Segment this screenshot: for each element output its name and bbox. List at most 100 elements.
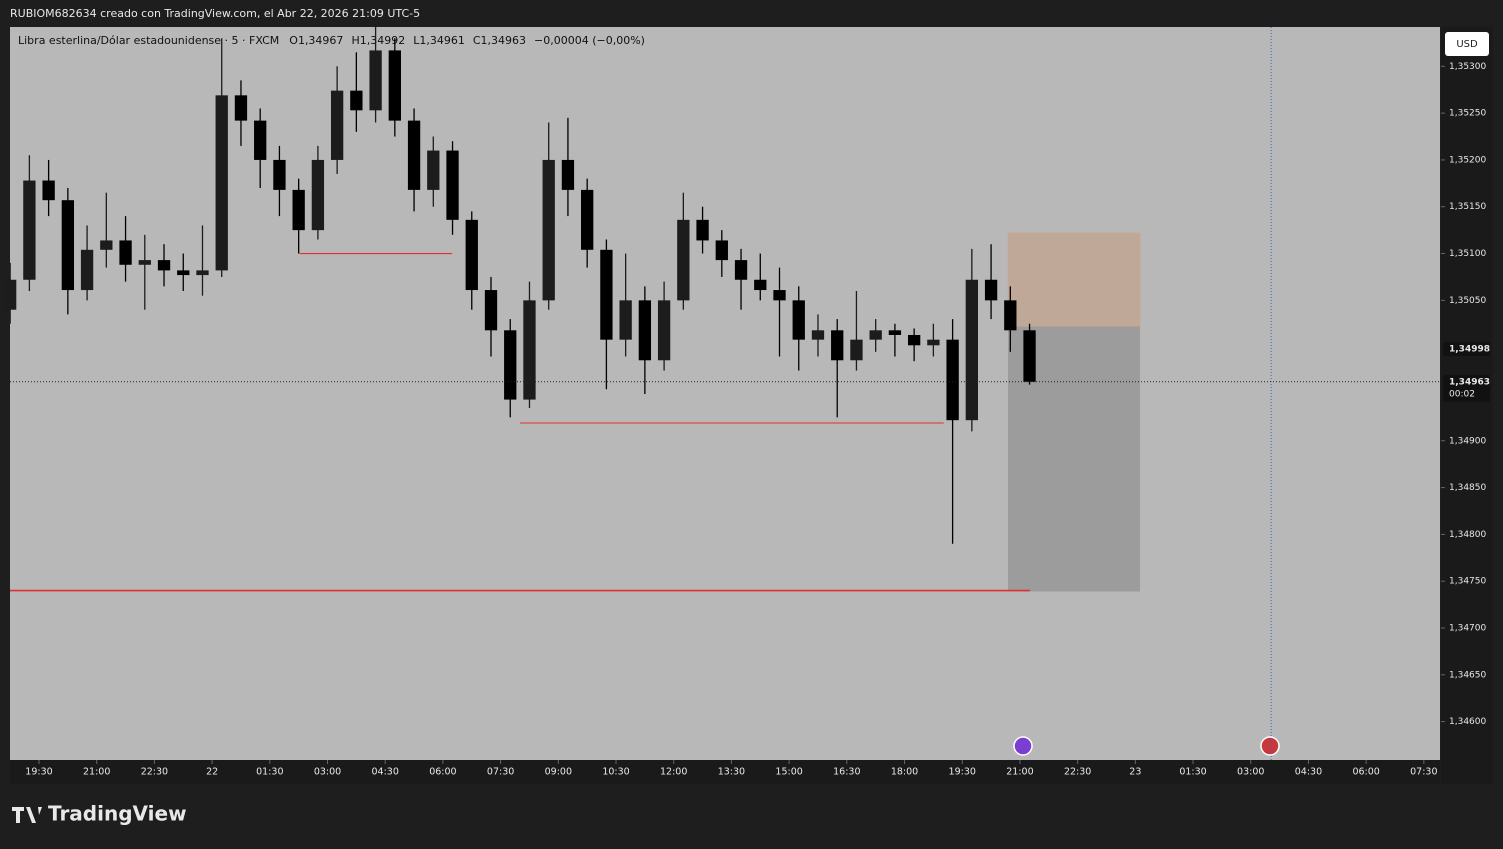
candle-body (80, 249, 94, 291)
candle-body (484, 290, 498, 331)
candle-body (754, 279, 767, 291)
ohlc-value: L1,34961 (413, 34, 465, 47)
ohlc-value: C1,34963 (473, 34, 526, 47)
candle-body (984, 279, 998, 301)
candle-body (657, 300, 671, 361)
y-tick-label: 1,35200 (1449, 155, 1486, 165)
candle-body (600, 249, 613, 340)
x-tick-label: 01:30 (256, 767, 283, 778)
y-tick-label: 1,34850 (1449, 483, 1486, 493)
x-tick-label: 22:30 (1064, 767, 1091, 778)
y-tick-label: 1,34600 (1449, 717, 1486, 727)
y-tick-label: 1,35100 (1449, 249, 1486, 259)
x-tick-label: 09:00 (545, 767, 572, 778)
x-tick-label: 23 (1129, 767, 1141, 778)
x-tick-label: 18:00 (891, 767, 918, 778)
candle-body (946, 339, 959, 421)
candle-body (523, 300, 536, 400)
x-tick-label: 03:00 (1237, 767, 1264, 778)
y-tick-label: 1,35250 (1449, 109, 1486, 119)
candle-body (542, 159, 555, 301)
candle-body (965, 279, 979, 421)
candle-body (1004, 300, 1017, 331)
y-tick-label: 1,34900 (1449, 436, 1486, 446)
candle-body (196, 270, 209, 276)
candle-body (407, 120, 421, 190)
price-label: 1,34963 (1449, 377, 1490, 387)
candle-body (23, 180, 36, 280)
candle-body (388, 50, 401, 121)
candle-body (3, 279, 17, 310)
candle-body (792, 300, 805, 340)
candle-body (581, 189, 594, 250)
y-tick-label: 1,34700 (1449, 624, 1486, 634)
x-tick-label: 07:30 (1410, 767, 1437, 778)
y-tick-label: 1,34800 (1449, 530, 1486, 540)
candle-body (561, 159, 575, 190)
x-tick-label: 07:30 (487, 767, 514, 778)
candle-body (177, 270, 190, 276)
ohlc-value: H1,34992 (351, 34, 405, 47)
y-tick-label: 1,34650 (1449, 670, 1486, 680)
candle-body (773, 290, 786, 301)
candle-body (427, 150, 440, 190)
candle-body (638, 300, 652, 361)
candle-body (831, 330, 844, 361)
candle-body (696, 219, 709, 241)
x-tick-label: 21:00 (83, 767, 110, 778)
plot-area (10, 27, 1440, 760)
candle-body (61, 200, 75, 291)
candle-body (42, 180, 55, 201)
candle-body (273, 159, 286, 190)
price-label-box (1443, 374, 1490, 402)
candle-body (1023, 330, 1036, 382)
candle-body (504, 330, 517, 400)
currency-button[interactable] (1445, 32, 1489, 56)
x-tick-label: 10:30 (602, 767, 629, 778)
candle-body (888, 330, 902, 335)
candle-body (157, 260, 171, 271)
x-tick-label: 13:30 (718, 767, 745, 778)
y-tick-label: 1,35300 (1449, 62, 1486, 72)
ohlc-value: −0,00004 (−0,00%) (534, 34, 645, 47)
y-tick-label: 1,34750 (1449, 577, 1486, 587)
candle-body (927, 339, 940, 346)
x-tick-label: 19:30 (25, 767, 52, 778)
candle-body (869, 330, 882, 340)
candle-body (734, 260, 748, 280)
candle-body (292, 189, 305, 231)
price-label-box (1443, 342, 1490, 357)
candle-body (138, 260, 151, 265)
candle-body (350, 90, 363, 111)
brand: TradingView (48, 802, 187, 826)
candle-body (465, 219, 478, 291)
time-axis (10, 760, 1440, 784)
price-label: 1,34998 (1449, 345, 1490, 355)
x-tick-label: 12:00 (660, 767, 687, 778)
x-tick-label: 21:00 (1006, 767, 1033, 778)
price-axis (1441, 27, 1493, 784)
candle-body (369, 50, 382, 111)
currency[interactable]: USD (1456, 39, 1478, 50)
x-tick-label: 19:30 (949, 767, 976, 778)
candle-body (619, 300, 632, 340)
candle-body (119, 240, 132, 265)
candle-body (715, 240, 728, 261)
candle-body (100, 240, 113, 250)
x-tick-label: 01:30 (1179, 767, 1206, 778)
countdown: 00:02 (1449, 389, 1475, 399)
ohlc-value: O1,34967 (289, 34, 343, 47)
candle-body (811, 330, 825, 340)
x-tick-label: 22:30 (141, 767, 168, 778)
candle-body (907, 334, 921, 346)
candle-body (254, 120, 267, 160)
candle-body (446, 150, 459, 220)
x-tick-label: 06:00 (1352, 767, 1379, 778)
x-tick-label: 22 (206, 767, 218, 778)
x-tick-label: 16:30 (833, 767, 860, 778)
symbol-title: Libra esterlina/Dólar estadounidense · 5… (18, 34, 279, 47)
candle-body (677, 219, 690, 301)
candle-body (215, 95, 228, 271)
event-icons (1013, 736, 1280, 756)
